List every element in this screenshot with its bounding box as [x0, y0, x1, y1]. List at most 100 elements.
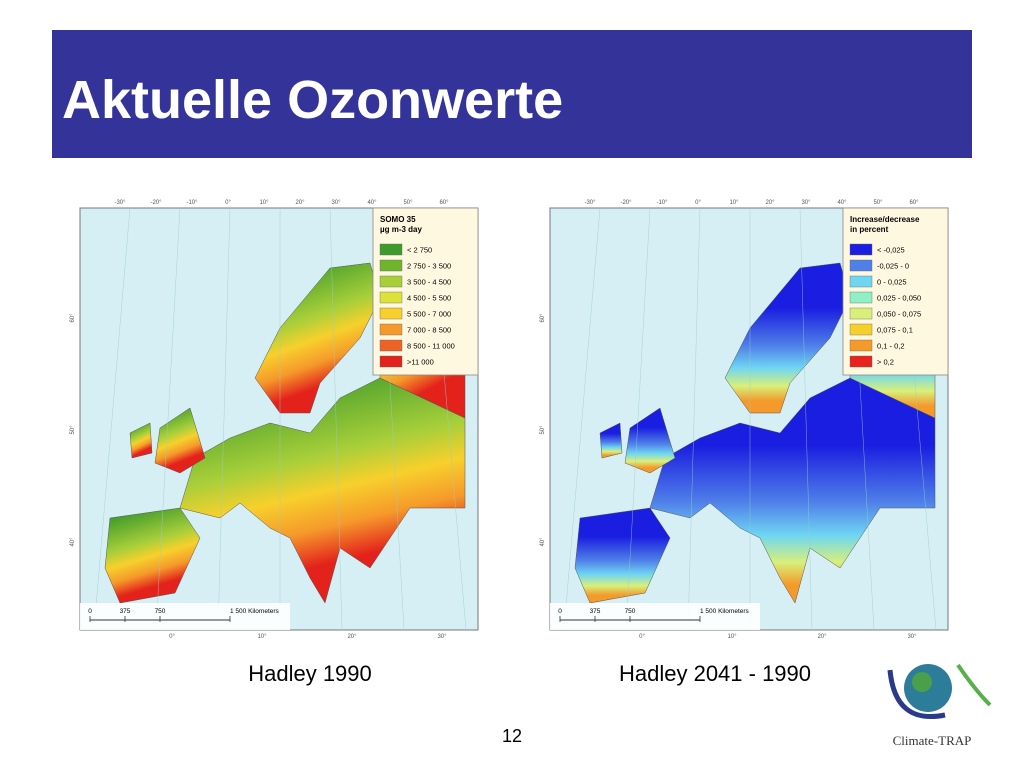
legend-swatch [379, 323, 403, 336]
graticule [687, 207, 701, 631]
legend-label: 2 750 - 3 500 [407, 262, 451, 271]
logo-text: Climate-TRAP [893, 733, 972, 748]
longitude-label: 0° [639, 634, 645, 640]
legend-swatch [849, 275, 873, 288]
latitude-label: 40° [540, 537, 546, 547]
legend-label: 4 500 - 5 500 [407, 294, 451, 303]
longitude-label: 10° [259, 200, 269, 206]
legend-swatch [379, 259, 403, 272]
legend-swatch [849, 259, 873, 272]
legend-label: 0,1 - 0,2 [877, 342, 905, 351]
longitude-label: 30° [437, 634, 447, 640]
graticule [625, 207, 651, 631]
longitude-label: 20° [765, 200, 775, 206]
scale-label: 750 [155, 608, 166, 615]
legend-swatch [849, 291, 873, 304]
latitude-label: 60° [540, 313, 546, 323]
graticule [217, 207, 231, 631]
legend-label: < 2 750 [407, 246, 432, 255]
legend-swatch [849, 355, 873, 368]
graticule [799, 207, 813, 631]
scale-label: 0 [88, 608, 92, 615]
legend-swatch [849, 307, 873, 320]
longitude-label: -10° [186, 200, 198, 206]
title: Aktuelle Ozonwerte [62, 70, 563, 130]
legend-label: > 0,2 [877, 358, 894, 367]
longitude-label: 10° [729, 200, 739, 206]
scale-label: 750 [625, 608, 636, 615]
longitude-label: 50° [403, 200, 413, 206]
scale-label: 1 500 Kilometers [230, 608, 280, 615]
legend-swatch [849, 323, 873, 336]
legend-label: < -0,025 [877, 246, 905, 255]
legend-swatch [379, 291, 403, 304]
longitude-label: 50° [873, 200, 883, 206]
legend-title: SOMO 35 [380, 215, 416, 224]
longitude-label: 10° [257, 634, 267, 640]
legend-swatch [379, 307, 403, 320]
scale-label: 375 [590, 608, 601, 615]
legend-label: 3 500 - 4 500 [407, 278, 451, 287]
longitude-label: 20° [347, 634, 357, 640]
scale-label: 1 500 Kilometers [700, 608, 750, 615]
longitude-label: 60° [909, 200, 919, 206]
legend-label: 7 000 - 8 500 [407, 326, 451, 335]
legend-swatch [379, 275, 403, 288]
longitude-label: 10° [727, 634, 737, 640]
map-caption: Hadley 2041 - 1990 [619, 661, 811, 686]
graticule [329, 207, 343, 631]
legend-swatch [379, 355, 403, 368]
latitude-label: 50° [540, 425, 546, 435]
longitude-label: 20° [817, 634, 827, 640]
legend-label: 5 500 - 7 000 [407, 310, 451, 319]
longitude-label: -20° [620, 200, 632, 206]
scale-bg [80, 603, 290, 630]
legend-title: µg m-3 day [380, 225, 423, 234]
legend-label: 0 - 0,025 [877, 278, 907, 287]
longitude-label: 30° [801, 200, 811, 206]
legend-label: 0,075 - 0,1 [877, 326, 913, 335]
title-bar [52, 30, 972, 158]
latitude-label: 50° [70, 425, 76, 435]
scale-bg [550, 603, 760, 630]
longitude-label: 30° [331, 200, 341, 206]
longitude-label: -30° [114, 200, 126, 206]
scale-label: 0 [558, 608, 562, 615]
longitude-label: -30° [584, 200, 596, 206]
longitude-label: 0° [695, 200, 701, 206]
page-number: 12 [502, 726, 522, 746]
longitude-label: 60° [439, 200, 449, 206]
legend-label: 0,050 - 0,075 [877, 310, 921, 319]
legend-swatch [849, 243, 873, 256]
legend-swatch [849, 339, 873, 352]
graticule [155, 207, 181, 631]
logo: Climate-TRAP [887, 663, 992, 748]
longitude-label: 20° [295, 200, 305, 206]
legend-title: Increase/decrease [850, 215, 920, 224]
longitude-label: 30° [907, 634, 917, 640]
longitude-label: 40° [367, 200, 377, 206]
scale-label: 375 [120, 608, 131, 615]
legend-label: >11 000 [407, 358, 434, 367]
longitude-label: 0° [225, 200, 231, 206]
longitude-label: -20° [150, 200, 162, 206]
graticule [563, 207, 601, 631]
longitude-label: -10° [656, 200, 668, 206]
longitude-label: 40° [837, 200, 847, 206]
legend-swatch [379, 243, 403, 256]
longitude-label: 0° [169, 634, 175, 640]
legend-swatch [379, 339, 403, 352]
legend-title: in percent [850, 225, 889, 234]
graticule [93, 207, 131, 631]
legend-label: -0,025 - 0 [877, 262, 909, 271]
map-caption: Hadley 1990 [248, 661, 372, 686]
legend-label: 8 500 - 11 000 [407, 342, 455, 351]
latitude-label: 40° [70, 537, 76, 547]
legend-label: 0,025 - 0,050 [877, 294, 921, 303]
latitude-label: 60° [70, 313, 76, 323]
